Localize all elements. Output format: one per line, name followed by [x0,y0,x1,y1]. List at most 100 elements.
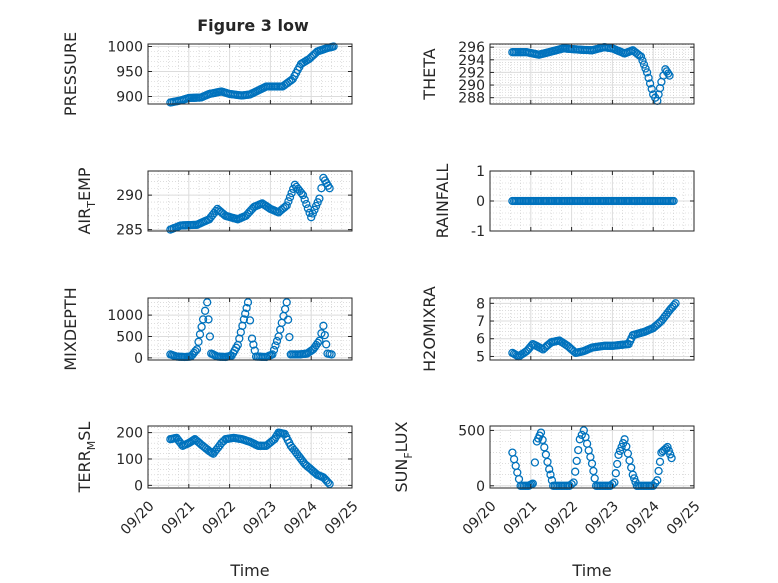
y-axis-label: MIXDEPTH [61,287,80,370]
y-tick-label: 0 [134,478,143,494]
y-axis-label: AIRTEMP [75,167,98,234]
y-tick-label: 0 [134,351,143,367]
y-tick-label: 7 [476,314,485,330]
data-point [323,478,333,487]
data-point [283,315,293,324]
x-tick-label: 09/21 [501,498,541,538]
data-point [636,52,646,61]
x-tick-label: 09/24 [623,498,663,538]
data-point [669,196,678,206]
y-tick-label: 500 [458,423,485,439]
data-point [284,197,293,206]
y-tick-label: 290 [116,188,143,204]
subplot-air-temp: 285 290 AIRTEMP [75,167,353,239]
data-point [200,306,210,315]
data-point [241,309,250,318]
data-point [667,453,676,463]
data-point [617,442,626,452]
data-point [642,68,652,77]
subplot-mixdepth: 0 500 1000 MIXDEPTH [61,287,353,371]
data-point [192,345,202,354]
x-tick-label: 09/23 [582,498,622,538]
data-point [644,73,653,83]
y-tick-label: 5 [476,349,485,365]
data-point [313,338,322,348]
subplot-rainfall: -1 0 1 RAINFALL [433,164,695,240]
data-point [538,435,547,445]
data-point [268,350,277,359]
data-point [645,79,655,88]
data-point [249,340,258,349]
x-axis-label: Time [571,561,611,580]
data-point [655,457,665,466]
x-tick-label: 09/24 [281,498,321,538]
axes-frame [489,425,695,489]
data-point [669,300,679,310]
y-tick-label: 294 [458,53,485,69]
data-point [315,336,324,345]
y-tick-label: -1 [471,224,485,240]
axes-frame [147,170,353,232]
data-point [641,64,650,73]
data-point [663,442,672,452]
x-axis-label: Time [229,561,269,580]
data-point [571,467,580,476]
y-tick-label: 296 [458,40,485,56]
y-tick-label: 0 [476,194,485,210]
axes-frame [147,297,353,361]
y-tick-label: 200 [116,426,143,442]
data-point [195,330,205,339]
data-point [327,350,336,359]
x-tick-label: 09/20 [118,498,158,538]
data-point [297,188,306,198]
y-axis-label: SUNFLUX [392,421,415,492]
data-point [198,315,208,324]
data-point [242,303,251,313]
data-point [647,84,656,94]
y-tick-label: 290 [458,78,485,94]
x-tick-label: 09/25 [322,498,362,538]
y-tick-label: 950 [116,65,143,81]
data-point [639,60,649,69]
data-point [194,337,203,346]
data-point [319,321,328,330]
x-tick-label: 09/22 [199,498,239,538]
x-tick-label: 09/25 [664,498,704,538]
y-tick-label: 285 [116,223,143,239]
data-point [572,456,581,466]
x-tick-label: 09/21 [159,498,199,538]
data-point [528,479,537,488]
data-point [311,201,321,211]
y-axis-label: PRESSURE [61,32,80,116]
data-point [543,457,552,467]
data-point [653,476,662,485]
figure-title: Figure 3 low [197,16,309,35]
data-point [245,316,255,325]
axes-frame [147,425,353,489]
data-point [285,332,294,342]
y-tick-label: 288 [458,91,485,107]
y-tick-label: 500 [116,329,143,345]
data-point [298,190,308,200]
data-point [205,332,215,341]
data-point [282,201,291,210]
data-point [613,459,622,469]
data-point [614,450,623,459]
subplot-terr-msl: 0 100 200 TERRMSL 09/20 09/21 09/22 09/23 09/24 0… [75,422,362,580]
y-tick-label: 8 [476,296,485,312]
y-axis-label: THETA [420,48,439,100]
data-point [247,334,257,343]
data-point [546,470,555,479]
data-point [611,469,620,478]
y-tick-label: 900 [116,90,143,106]
data-point [665,71,674,80]
data-point [315,194,324,203]
data-point [271,341,280,350]
y-tick-label: 6 [476,332,485,348]
data-point [243,298,253,307]
data-point [203,298,212,307]
y-tick-label: 1 [476,164,485,180]
